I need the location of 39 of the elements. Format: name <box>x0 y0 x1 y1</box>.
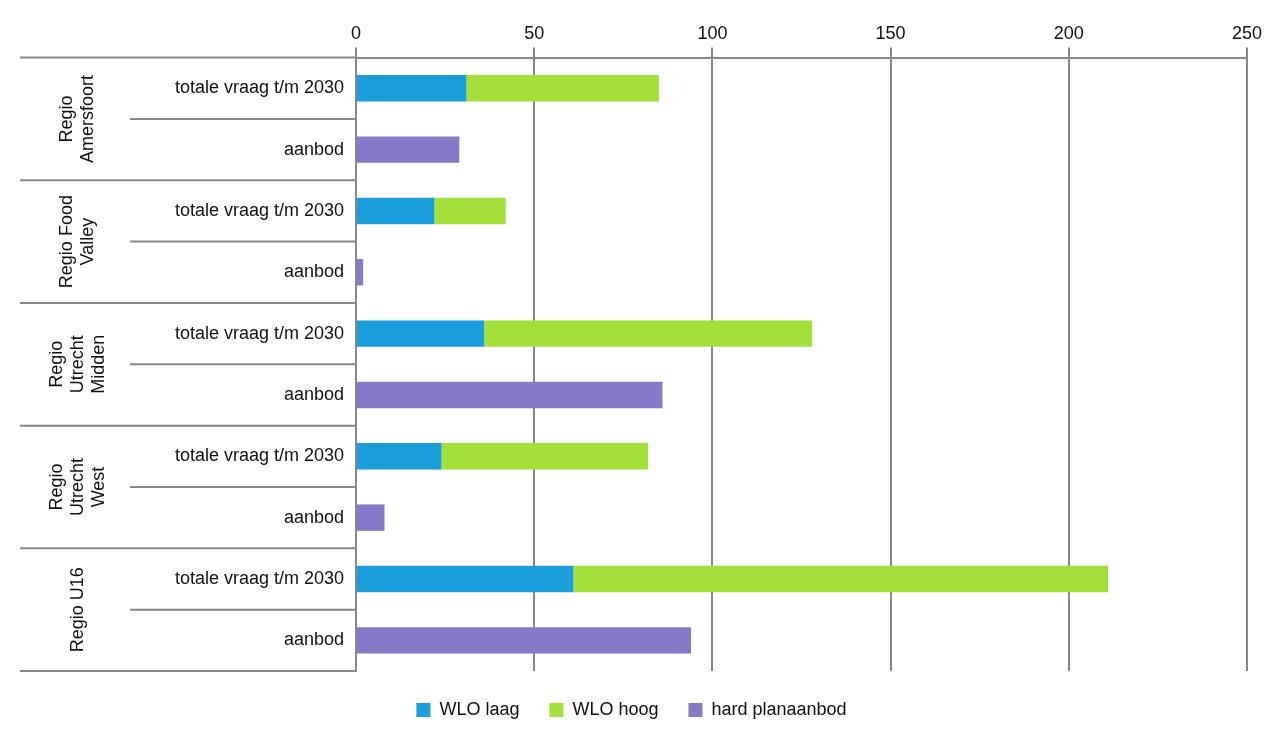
bar <box>466 75 659 102</box>
y-tick-label: aanbod <box>283 138 344 159</box>
bar <box>484 320 813 347</box>
bar <box>357 443 442 470</box>
y-tick-label: totale vraag t/m 2030 <box>174 199 344 220</box>
y-tick-label: aanbod <box>283 629 344 650</box>
bar <box>357 136 460 163</box>
x-tick-label: 100 <box>697 22 728 43</box>
bar <box>357 565 574 593</box>
text: Regio Utrecht Midden <box>45 334 108 394</box>
text: Regio Utrecht West <box>45 457 108 516</box>
legend-label: WLO laag <box>439 698 520 719</box>
bar <box>573 565 1108 593</box>
x-tick-label: 0 <box>350 22 362 43</box>
legend-label: WLO hoog <box>572 698 659 719</box>
bar <box>357 504 385 531</box>
text: Regio Amersfoort <box>56 74 98 163</box>
text: Regio Food Valley <box>56 195 98 289</box>
y-tick-label: totale vraag t/m 2030 <box>174 77 344 98</box>
bar <box>434 197 506 225</box>
bar <box>357 320 485 347</box>
text: Regio U16 <box>66 567 87 653</box>
x-tick-label: 50 <box>524 22 545 43</box>
y-tick-label: totale vraag t/m 2030 <box>174 445 344 466</box>
y-tick-label: aanbod <box>283 506 344 527</box>
bar <box>441 443 649 470</box>
legend-label: hard planaanbod <box>711 698 847 719</box>
y-tick-label: totale vraag t/m 2030 <box>174 567 344 588</box>
bar <box>357 627 692 654</box>
y-tick-label: aanbod <box>283 261 344 282</box>
bar <box>357 259 364 286</box>
y-tick-label: totale vraag t/m 2030 <box>174 322 344 343</box>
bar <box>357 75 467 102</box>
y-tick-label: aanbod <box>283 383 344 404</box>
x-tick-label: 150 <box>875 22 906 43</box>
bar <box>357 381 663 409</box>
x-tick-label: 200 <box>1053 22 1084 43</box>
bar <box>357 197 435 225</box>
x-tick-label: 250 <box>1231 22 1263 43</box>
